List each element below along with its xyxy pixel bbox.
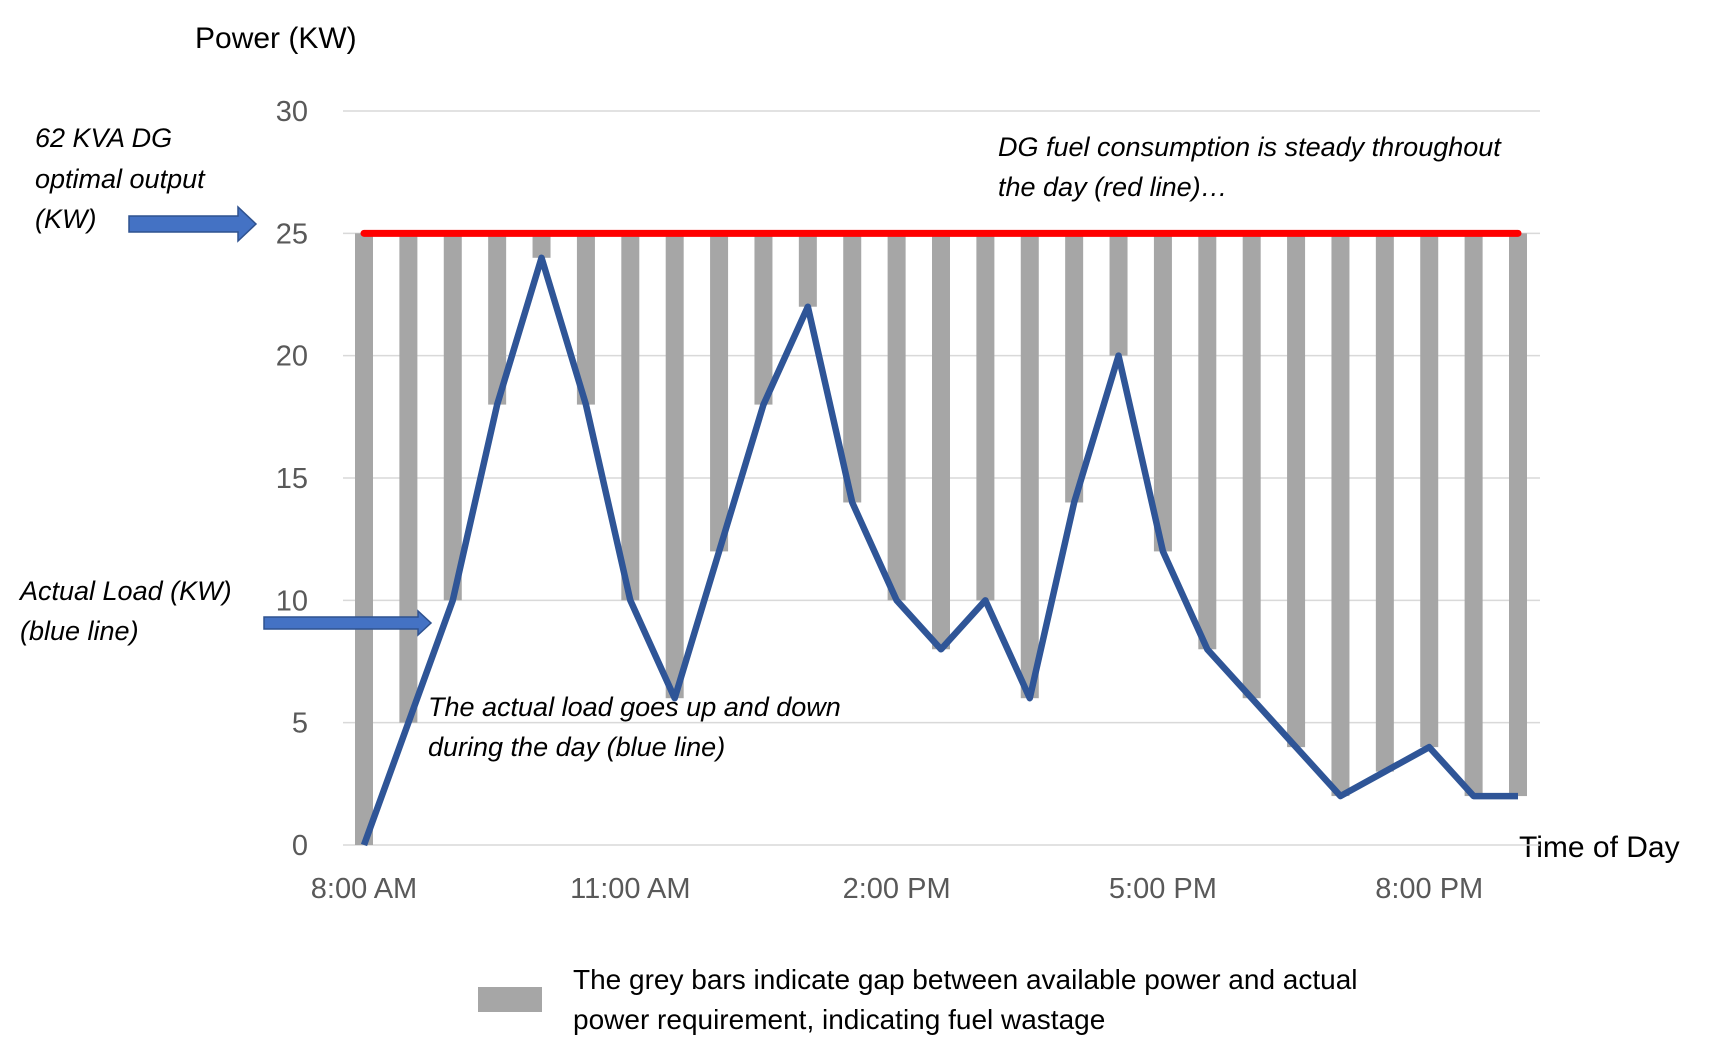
gap-bars [355,233,1527,846]
gap-bar [665,233,684,699]
y-tick-label: 10 [276,585,308,617]
gap-bar [1287,233,1306,748]
y-tick-labels: 0 5 10 15 20 25 30 [276,96,308,862]
x-tick-labels: 8:00 AM 11:00 AM 2:00 PM 5:00 PM 8:00 PM [311,873,1483,905]
x-tick-label: 5:00 PM [1109,873,1217,905]
load-label-line-2: (blue line) [20,616,139,646]
gap-bar [621,233,640,601]
gap-bar [532,233,551,258]
gap-bar [1065,233,1084,503]
gap-bar [1153,233,1172,552]
gap-bar [932,233,950,650]
load-label-line-1: Actual Load (KW) [18,576,232,606]
gap-bar [1420,233,1439,748]
gap-bar [798,233,817,307]
load-arrow-icon [263,609,433,637]
dg-label-line-2: optimal output [35,164,206,194]
y-tick-label: 30 [276,96,308,128]
gap-bar [355,233,373,846]
dg-label-line-3: (KW) [35,204,96,234]
y-tick-label: 25 [276,218,308,250]
gap-bar [754,233,773,405]
gap-bar [1198,233,1217,650]
gap-bar [1375,233,1394,772]
legend-text-line-2: power requirement, indicating fuel wasta… [573,1004,1105,1035]
dg-label-line-1: 62 KVA DG [35,123,172,153]
x-tick-label: 2:00 PM [843,873,951,905]
y-tick-label: 5 [292,708,308,740]
legend-text-line-1: The grey bars indicate gap between avail… [573,964,1358,995]
y-tick-label: 20 [276,341,308,373]
dg-arrow-icon [128,205,258,243]
dg-note-line-2: the day (red line)… [998,172,1228,202]
gap-bar [1242,233,1261,699]
load-note-line-2: during the day (blue line) [428,732,725,762]
gap-bar [843,233,862,503]
gap-bar [443,233,462,601]
load-note-line-1: The actual load goes up and down [428,692,841,722]
gap-bar [710,233,729,552]
gap-bar [1331,233,1350,797]
x-tick-label: 8:00 PM [1375,873,1483,905]
dg-note-line-1: DG fuel consumption is steady throughout [998,132,1502,162]
gap-bar [488,233,507,405]
y-axis-title: Power (KW) [195,22,357,55]
gap-bar [1109,233,1128,356]
gap-bar [1020,233,1039,699]
gap-bar [1464,233,1483,797]
gap-bar [887,233,906,601]
gap-bar [976,233,995,601]
legend-swatch [478,987,542,1012]
y-tick-label: 15 [276,463,308,495]
x-tick-label: 11:00 AM [570,873,690,905]
x-tick-label: 8:00 AM [311,873,417,905]
gap-bar [399,233,418,723]
y-tick-label: 0 [292,830,308,862]
actual-load-line [360,254,1518,847]
gap-bar [1509,233,1527,797]
x-axis-title: Time of Day [1519,831,1680,864]
series-lines [360,229,1522,847]
gap-bar [576,233,595,405]
